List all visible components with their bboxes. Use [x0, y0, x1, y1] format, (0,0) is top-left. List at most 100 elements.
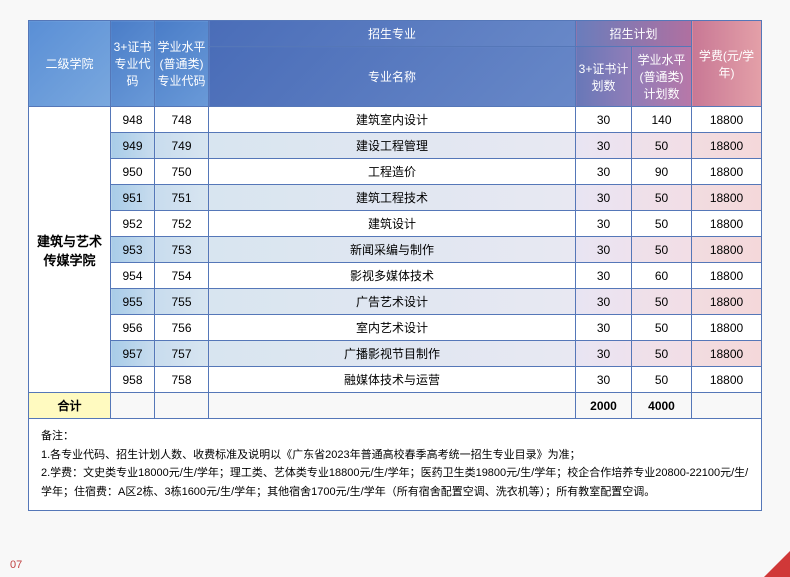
hdr-code2: 学业水平(普通类)专业代码: [155, 21, 209, 107]
total-blank: [209, 393, 576, 419]
cell-code2: 754: [155, 263, 209, 289]
cell-code1: 949: [111, 133, 155, 159]
total-blank: [692, 393, 762, 419]
cell-code2: 755: [155, 289, 209, 315]
cell-fee: 18800: [692, 263, 762, 289]
cell-code2: 757: [155, 341, 209, 367]
cell-plan2: 50: [632, 289, 692, 315]
page-number: 07: [10, 559, 22, 571]
cell-code2: 752: [155, 211, 209, 237]
cell-plan1: 30: [576, 367, 632, 393]
cell-plan2: 140: [632, 107, 692, 133]
cell-plan1: 30: [576, 263, 632, 289]
cell-fee: 18800: [692, 107, 762, 133]
cell-code1: 957: [111, 341, 155, 367]
cell-plan1: 30: [576, 237, 632, 263]
cell-code1: 955: [111, 289, 155, 315]
cell-code1: 954: [111, 263, 155, 289]
cell-plan2: 50: [632, 185, 692, 211]
hdr-major-group: 招生专业: [209, 21, 576, 47]
table-header: 二级学院 3+证书专业代码 学业水平(普通类)专业代码 招生专业 招生计划 学费…: [29, 21, 762, 107]
cell-major-name: 广播影视节目制作: [209, 341, 576, 367]
cell-major-name: 影视多媒体技术: [209, 263, 576, 289]
cell-major-name: 室内艺术设计: [209, 315, 576, 341]
total-label: 合计: [29, 393, 111, 419]
table-row: 955755广告艺术设计305018800: [29, 289, 762, 315]
cell-fee: 18800: [692, 159, 762, 185]
cell-fee: 18800: [692, 211, 762, 237]
table-row: 950750工程造价309018800: [29, 159, 762, 185]
cell-fee: 18800: [692, 185, 762, 211]
cell-plan1: 30: [576, 133, 632, 159]
total-row: 合计 20004000: [29, 393, 762, 419]
hdr-code1: 3+证书专业代码: [111, 21, 155, 107]
cell-plan2: 50: [632, 315, 692, 341]
notes-box: 备注： 1.各专业代码、招生计划人数、收费标准及说明以《广东省2023年普通高校…: [28, 419, 762, 511]
table-row: 949749建设工程管理305018800: [29, 133, 762, 159]
cell-plan2: 50: [632, 237, 692, 263]
cell-plan2: 50: [632, 133, 692, 159]
table-row: 957757广播影视节目制作305018800: [29, 341, 762, 367]
cell-plan1: 30: [576, 159, 632, 185]
cell-code1: 948: [111, 107, 155, 133]
college-cell: 建筑与艺术传媒学院: [29, 107, 111, 393]
cell-fee: 18800: [692, 367, 762, 393]
total-plan1: 2000: [576, 393, 632, 419]
cell-major-name: 融媒体技术与运营: [209, 367, 576, 393]
cell-code2: 753: [155, 237, 209, 263]
cell-fee: 18800: [692, 133, 762, 159]
cell-major-name: 工程造价: [209, 159, 576, 185]
cell-code2: 748: [155, 107, 209, 133]
cell-plan1: 30: [576, 289, 632, 315]
cell-code1: 951: [111, 185, 155, 211]
cell-plan1: 30: [576, 107, 632, 133]
cell-code1: 950: [111, 159, 155, 185]
notes-title: 备注：: [41, 427, 749, 446]
cell-major-name: 广告艺术设计: [209, 289, 576, 315]
cell-plan1: 30: [576, 315, 632, 341]
hdr-plan2: 学业水平(普通类)计划数: [632, 47, 692, 107]
cell-code1: 958: [111, 367, 155, 393]
hdr-plan-group: 招生计划: [576, 21, 692, 47]
table-row: 954754影视多媒体技术306018800: [29, 263, 762, 289]
cell-code2: 756: [155, 315, 209, 341]
cell-fee: 18800: [692, 289, 762, 315]
cell-fee: 18800: [692, 341, 762, 367]
cell-plan2: 60: [632, 263, 692, 289]
cell-plan2: 50: [632, 211, 692, 237]
hdr-college: 二级学院: [29, 21, 111, 107]
cell-code2: 749: [155, 133, 209, 159]
hdr-major-name: 专业名称: [209, 47, 576, 107]
cell-major-name: 建筑设计: [209, 211, 576, 237]
table-row: 952752建筑设计305018800: [29, 211, 762, 237]
admissions-table: 二级学院 3+证书专业代码 学业水平(普通类)专业代码 招生专业 招生计划 学费…: [28, 20, 762, 419]
cell-fee: 18800: [692, 315, 762, 341]
cell-plan1: 30: [576, 341, 632, 367]
table-row: 958758融媒体技术与运营305018800: [29, 367, 762, 393]
cell-plan2: 50: [632, 341, 692, 367]
cell-plan1: 30: [576, 211, 632, 237]
cell-plan2: 90: [632, 159, 692, 185]
cell-major-name: 建筑室内设计: [209, 107, 576, 133]
hdr-fee: 学费(元/学年): [692, 21, 762, 107]
cell-major-name: 建设工程管理: [209, 133, 576, 159]
cell-plan2: 50: [632, 367, 692, 393]
table-row: 951751建筑工程技术305018800: [29, 185, 762, 211]
table-row: 953753新闻采编与制作305018800: [29, 237, 762, 263]
total-blank: [111, 393, 155, 419]
cell-code2: 758: [155, 367, 209, 393]
table-row: 建筑与艺术传媒学院948748建筑室内设计3014018800: [29, 107, 762, 133]
cell-code1: 953: [111, 237, 155, 263]
cell-code2: 750: [155, 159, 209, 185]
table-body: 建筑与艺术传媒学院948748建筑室内设计3014018800949749建设工…: [29, 107, 762, 419]
notes-line2: 2.学费：文史类专业18000元/生/学年；理工类、艺体类专业18800元/生/…: [41, 464, 749, 501]
cell-code2: 751: [155, 185, 209, 211]
cell-code1: 952: [111, 211, 155, 237]
cell-fee: 18800: [692, 237, 762, 263]
corner-decoration: [764, 551, 790, 577]
total-plan2: 4000: [632, 393, 692, 419]
total-blank: [155, 393, 209, 419]
hdr-plan1: 3+证书计划数: [576, 47, 632, 107]
cell-major-name: 建筑工程技术: [209, 185, 576, 211]
cell-major-name: 新闻采编与制作: [209, 237, 576, 263]
